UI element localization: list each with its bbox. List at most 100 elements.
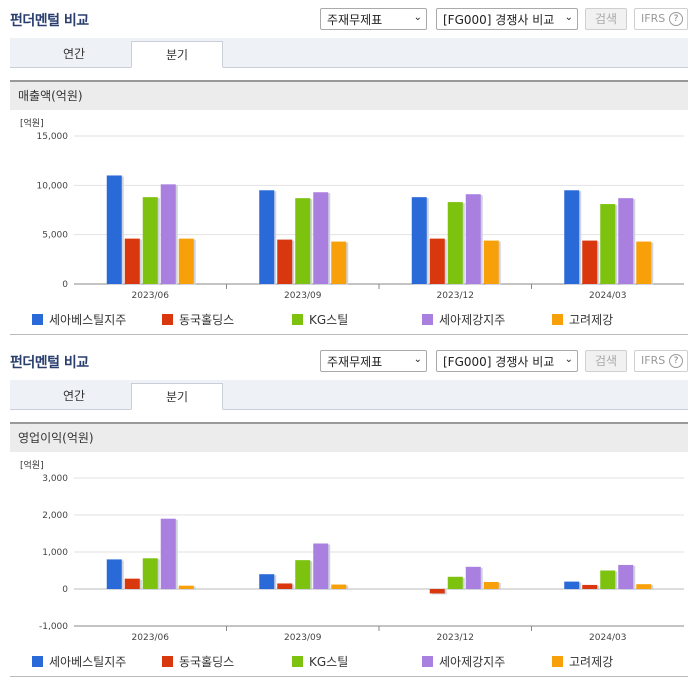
y-unit-label: [억원] xyxy=(20,459,44,471)
legend-label: 동국홀딩스 xyxy=(179,313,235,327)
section-divider xyxy=(10,676,688,677)
report-type-value: 주재무제표 xyxy=(327,13,383,27)
section-header: 펀더멘털 비교 주재무제표 ⌄ [FG000] 경쟁사 비교 ⌄ 검색 IFRS… xyxy=(0,342,696,378)
bar xyxy=(331,241,347,284)
bar xyxy=(106,175,122,284)
report-type-select[interactable]: 주재무제표 ⌄ xyxy=(320,350,427,372)
legend-item[interactable]: 세아베스틸지주 xyxy=(32,312,126,328)
bar xyxy=(178,238,194,284)
metric-header: 영업이익(억원) xyxy=(10,422,688,452)
help-icon[interactable]: ? xyxy=(669,12,683,26)
section-divider xyxy=(10,334,688,335)
bar xyxy=(582,584,598,589)
bar xyxy=(106,559,122,589)
bar xyxy=(618,564,634,589)
tab-annual[interactable]: 연간 xyxy=(62,389,86,403)
bar xyxy=(160,518,176,589)
ifrs-label: IFRS xyxy=(641,354,666,367)
bar xyxy=(465,194,481,284)
legend-item[interactable]: KG스틸 xyxy=(292,654,348,670)
legend-swatch xyxy=(552,656,563,667)
y-tick-label: 15,000 xyxy=(37,132,69,142)
legend-label: 세아제강지주 xyxy=(439,313,506,327)
x-tick-label: 2024/03 xyxy=(589,291,626,301)
y-tick-label: 1,000 xyxy=(42,548,68,558)
compare-select[interactable]: [FG000] 경쟁사 비교 ⌄ xyxy=(436,8,578,30)
legend-label: 동국홀딩스 xyxy=(179,655,235,669)
legend-swatch xyxy=(32,314,43,325)
help-icon[interactable]: ? xyxy=(669,354,683,368)
bar xyxy=(295,560,311,589)
bar xyxy=(277,239,293,284)
legend-label: KG스틸 xyxy=(309,655,349,669)
bar xyxy=(313,543,329,589)
report-type-value: 주재무제표 xyxy=(327,355,383,369)
bar xyxy=(277,583,293,589)
bar xyxy=(465,566,481,589)
tab-quarterly[interactable]: 분기 xyxy=(131,383,223,410)
bar xyxy=(564,190,580,284)
legend-swatch xyxy=(162,656,173,667)
y-tick-label: -1,000 xyxy=(39,622,68,632)
chart-legend: 세아베스틸지주 동국홀딩스 KG스틸 세아제강지주 고려제강 xyxy=(10,654,688,674)
report-type-select[interactable]: 주재무제표 ⌄ xyxy=(320,8,427,30)
legend-swatch xyxy=(32,656,43,667)
period-tabs: 연간 분기 xyxy=(10,380,688,410)
y-tick-label: 3,000 xyxy=(42,474,68,484)
y-tick-label: 10,000 xyxy=(37,181,69,191)
bar xyxy=(259,190,275,284)
operating-income-bar-chart: [억원] -1,000 0 1,000 2,000 3,000 2023/06 2023/09… xyxy=(20,459,684,643)
x-tick-label: 2023/09 xyxy=(284,291,322,301)
chevron-down-icon: ⌄ xyxy=(413,354,422,365)
legend-item[interactable]: 세아제강지주 xyxy=(422,312,505,328)
ifrs-button[interactable]: IFRS ? xyxy=(634,8,688,30)
legend-item[interactable]: 고려제강 xyxy=(552,654,613,670)
legend-label: 고려제강 xyxy=(569,313,614,327)
bar xyxy=(142,558,158,589)
bar xyxy=(259,574,275,589)
legend-label: KG스틸 xyxy=(309,313,349,327)
legend-label: 세아제강지주 xyxy=(439,655,506,669)
bar xyxy=(142,197,158,284)
chevron-down-icon: ⌄ xyxy=(564,12,573,23)
y-tick-label: 0 xyxy=(62,585,68,595)
bar xyxy=(600,204,616,284)
legend-item[interactable]: 세아제강지주 xyxy=(422,654,505,670)
ifrs-button[interactable]: IFRS ? xyxy=(634,350,688,372)
tab-quarterly[interactable]: 분기 xyxy=(131,41,223,68)
legend-item[interactable]: 세아베스틸지주 xyxy=(32,654,126,670)
bar xyxy=(600,570,616,589)
compare-value: [FG000] 경쟁사 비교 xyxy=(443,355,555,369)
bar xyxy=(636,584,652,589)
legend-item[interactable]: 동국홀딩스 xyxy=(162,654,234,670)
bar xyxy=(483,240,499,284)
bar xyxy=(564,581,580,589)
bar xyxy=(429,589,445,594)
chart-legend: 세아베스틸지주 동국홀딩스 KG스틸 세아제강지주 고려제강 xyxy=(10,312,688,332)
bar xyxy=(124,238,140,284)
legend-item[interactable]: KG스틸 xyxy=(292,312,348,328)
legend-label: 세아베스틸지주 xyxy=(49,655,127,669)
tab-annual[interactable]: 연간 xyxy=(62,47,86,61)
x-tick-label: 2023/12 xyxy=(437,633,474,643)
search-button[interactable]: 검색 xyxy=(585,8,627,30)
compare-value: [FG000] 경쟁사 비교 xyxy=(443,13,555,27)
period-tabs: 연간 분기 xyxy=(10,38,688,68)
bar xyxy=(313,192,329,284)
legend-label: 세아베스틸지주 xyxy=(49,313,127,327)
bar xyxy=(411,197,427,284)
section-title: 펀더멘털 비교 xyxy=(10,355,89,371)
x-tick-label: 2024/03 xyxy=(589,633,626,643)
x-tick-label: 2023/06 xyxy=(132,633,170,643)
metric-header: 매출액(억원) xyxy=(10,80,688,110)
search-button[interactable]: 검색 xyxy=(585,350,627,372)
legend-item[interactable]: 동국홀딩스 xyxy=(162,312,234,328)
legend-swatch xyxy=(162,314,173,325)
fundamental-section-sales: 펀더멘털 비교 주재무제표 ⌄ [FG000] 경쟁사 비교 ⌄ 검색 IFRS… xyxy=(10,8,688,335)
legend-swatch xyxy=(292,656,303,667)
bar xyxy=(160,184,176,284)
compare-select[interactable]: [FG000] 경쟁사 비교 ⌄ xyxy=(436,350,578,372)
bar xyxy=(582,240,598,284)
legend-item[interactable]: 고려제강 xyxy=(552,312,613,328)
bar xyxy=(636,241,652,284)
